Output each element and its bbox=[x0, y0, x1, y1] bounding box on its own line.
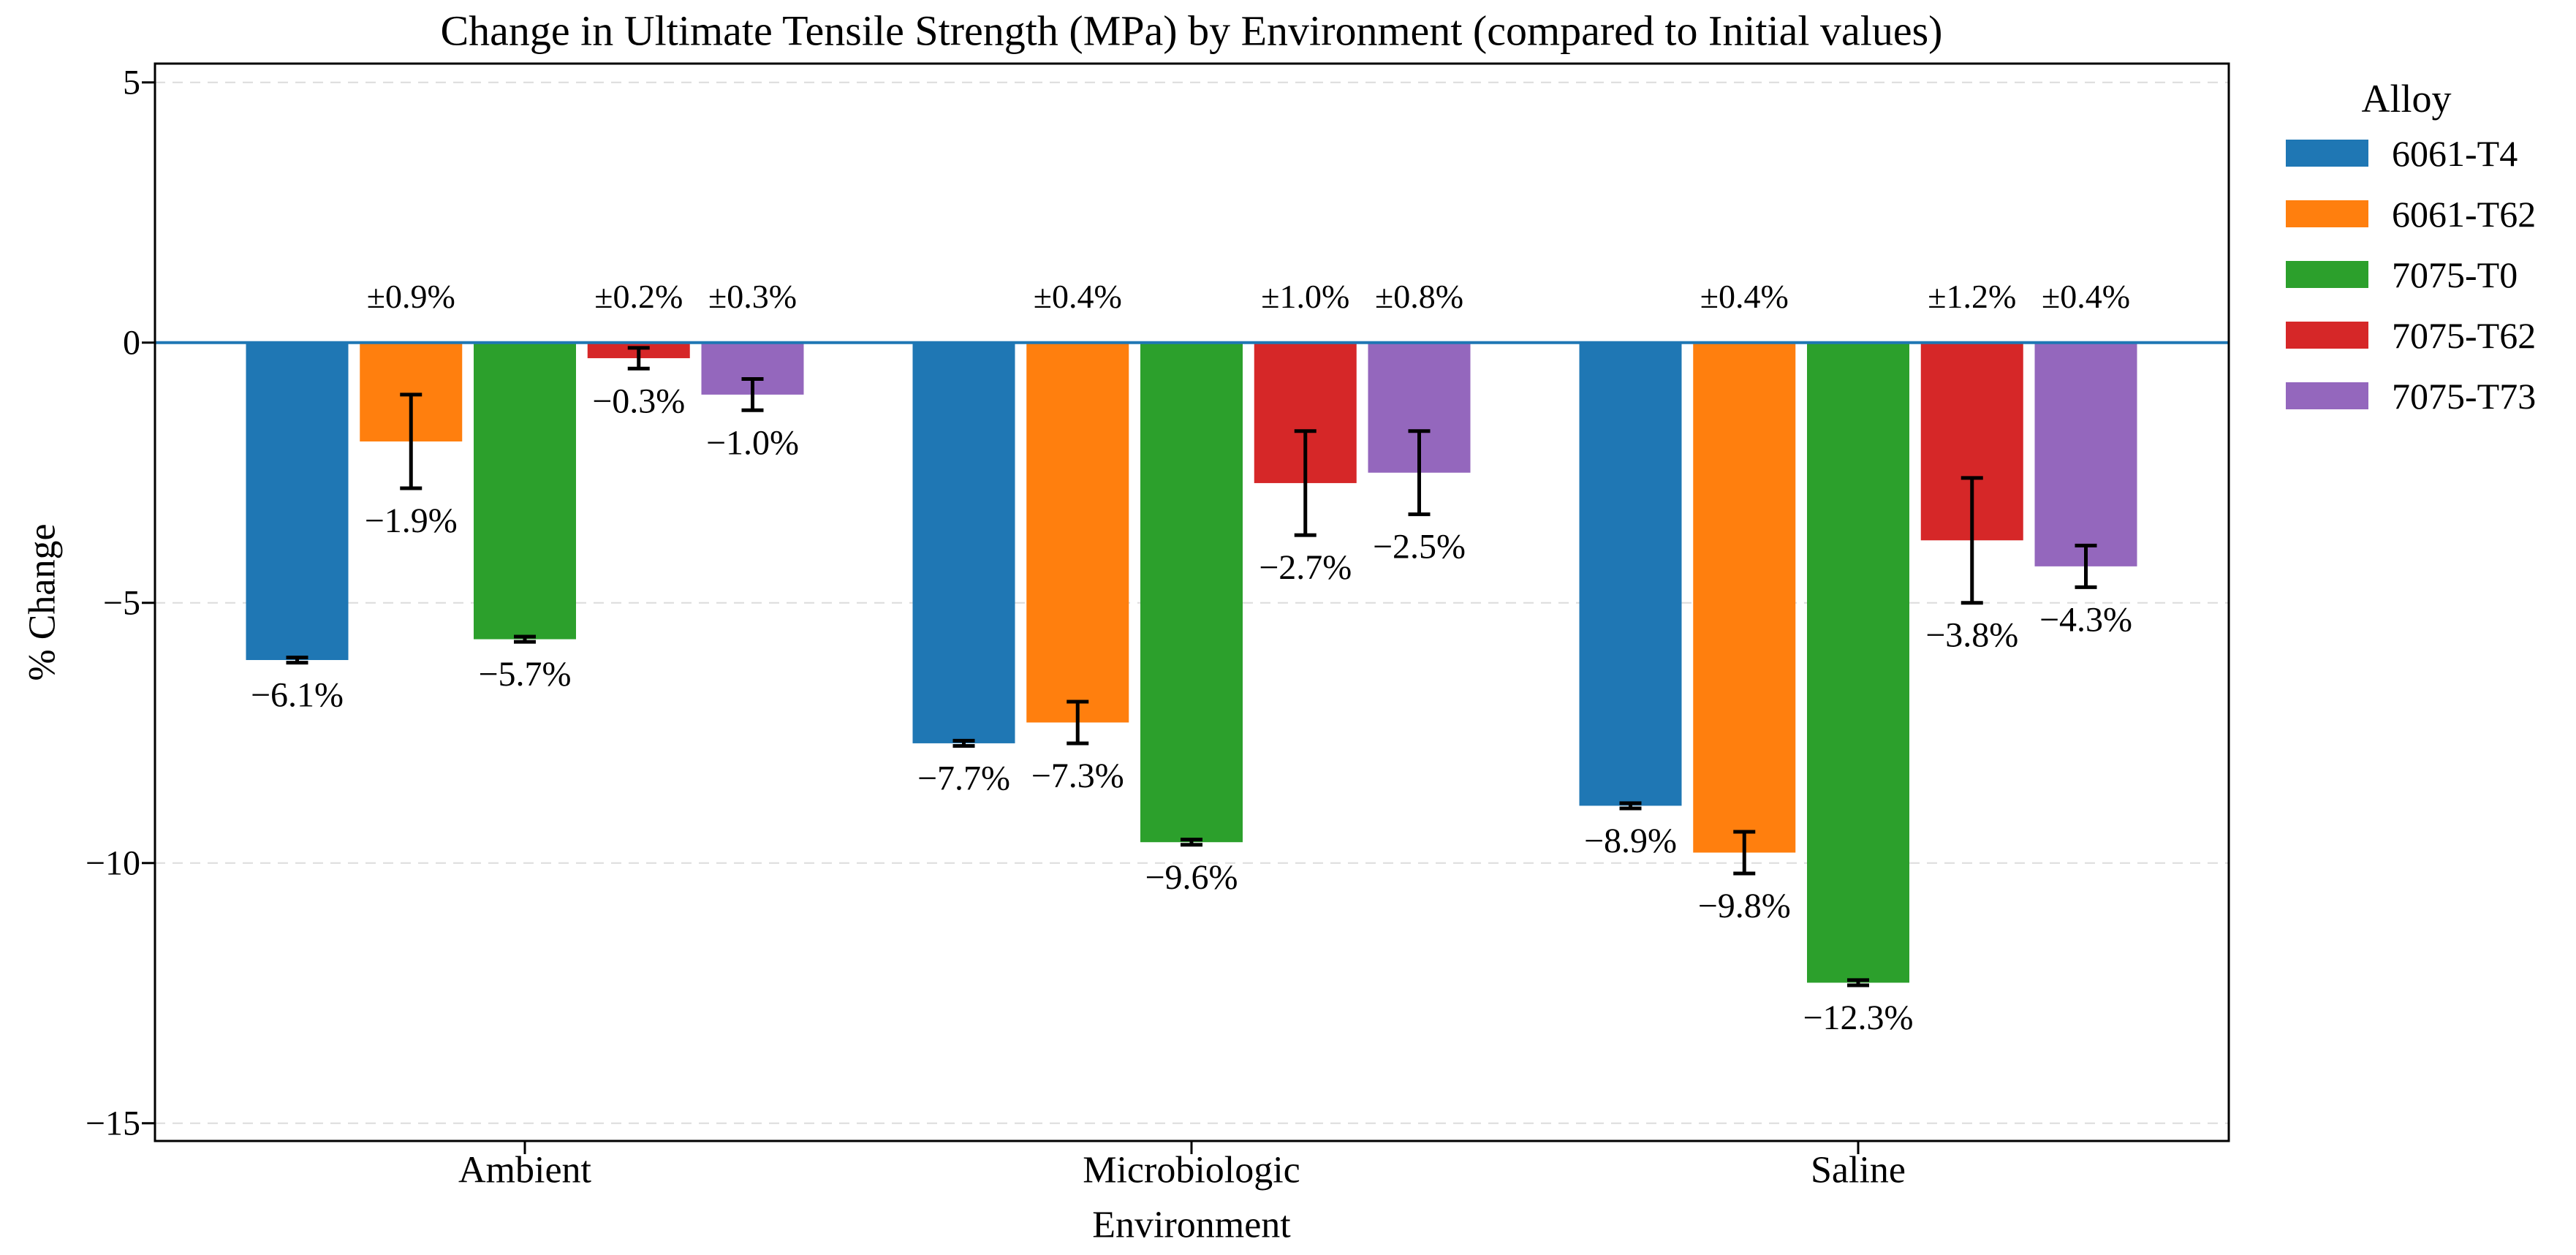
bar-value-label: −7.3% bbox=[1031, 757, 1124, 795]
y-tick-label-neg15: −15 bbox=[85, 1104, 140, 1143]
bar-value-label: −6.1% bbox=[251, 676, 344, 715]
chart-title: Change in Ultimate Tensile Strength (MPa… bbox=[440, 7, 1943, 55]
legend-label: 7075-T0 bbox=[2392, 254, 2518, 295]
bar-7075-T0-Saline bbox=[1807, 342, 1909, 983]
legend-item: 7075-T62 bbox=[2286, 305, 2576, 365]
legend-swatch-7075-T0 bbox=[2286, 261, 2368, 288]
bar-6061-T62-Saline bbox=[1693, 342, 1796, 853]
bar-value-label: −5.7% bbox=[478, 655, 571, 694]
legend-title: Alloy bbox=[2361, 77, 2452, 121]
legend-item: 7075-T73 bbox=[2286, 365, 2576, 426]
bar-value-label: −7.7% bbox=[917, 759, 1010, 798]
legend-label: 6061-T4 bbox=[2392, 132, 2518, 174]
bar-6061-T4-Ambient bbox=[246, 342, 349, 661]
legend-swatch-6061-T4 bbox=[2286, 140, 2368, 167]
error-value-label: ±0.9% bbox=[367, 278, 455, 315]
error-value-label: ±0.4% bbox=[1700, 278, 1789, 315]
bar-value-label: −9.8% bbox=[1698, 887, 1791, 925]
error-value-label: ±0.2% bbox=[594, 278, 683, 315]
bar-value-label: −1.0% bbox=[706, 423, 799, 462]
bar-value-label: −12.3% bbox=[1803, 998, 1913, 1037]
y-tick-label-neg10: −10 bbox=[85, 843, 140, 883]
bar-value-label: −2.5% bbox=[1373, 528, 1466, 566]
bar-6061-T4-Microbiologic bbox=[912, 342, 1015, 743]
bar-value-label: −0.3% bbox=[592, 382, 685, 420]
y-axis-label: % Change bbox=[21, 523, 64, 681]
error-value-label: ±0.8% bbox=[1375, 278, 1463, 315]
error-value-label: ±0.4% bbox=[1034, 278, 1122, 315]
legend-item: 6061-T4 bbox=[2286, 123, 2576, 183]
legend-item: 7075-T0 bbox=[2286, 244, 2576, 305]
x-axis-label: Environment bbox=[1092, 1204, 1291, 1246]
error-value-label: ±0.3% bbox=[708, 278, 797, 315]
bar-6061-T4-Saline bbox=[1579, 342, 1682, 806]
bar-value-label: −8.9% bbox=[1584, 822, 1677, 860]
error-value-label: ±0.4% bbox=[2042, 278, 2130, 315]
x-tick-label-ambient: Ambient bbox=[458, 1149, 591, 1191]
error-value-label: ±1.0% bbox=[1261, 278, 1349, 315]
y-tick-label-5: 5 bbox=[123, 63, 140, 102]
bar-value-label: −1.9% bbox=[365, 501, 458, 540]
bar-value-label: −9.6% bbox=[1145, 858, 1238, 897]
x-tick-label-microbiologic: Microbiologic bbox=[1083, 1149, 1300, 1191]
bar-value-label: −2.7% bbox=[1259, 548, 1352, 587]
x-tick-label-saline: Saline bbox=[1811, 1149, 1906, 1191]
legend-swatch-6061-T62 bbox=[2286, 200, 2368, 227]
bar-6061-T62-Microbiologic bbox=[1026, 342, 1129, 723]
bar-7075-T0-Ambient bbox=[474, 342, 576, 640]
legend-label: 7075-T62 bbox=[2392, 314, 2537, 356]
y-tick-label-0: 0 bbox=[123, 323, 140, 363]
legend-item: 6061-T62 bbox=[2286, 183, 2576, 244]
plot-frame bbox=[154, 62, 2230, 1142]
bar-value-label: −3.8% bbox=[1925, 616, 2018, 655]
legend-label: 7075-T73 bbox=[2392, 375, 2537, 417]
legend-swatch-7075-T73 bbox=[2286, 382, 2368, 409]
bar-7075-T0-Microbiologic bbox=[1140, 342, 1243, 843]
bar-7075-T73-Saline bbox=[2034, 342, 2137, 566]
y-tick-label-neg5: −5 bbox=[102, 583, 140, 623]
bar-value-label: −4.3% bbox=[2039, 600, 2132, 639]
legend: 6061-T4 6061-T62 7075-T0 7075-T62 7075-T… bbox=[2286, 123, 2576, 426]
error-value-label: ±1.2% bbox=[1928, 278, 2016, 315]
legend-swatch-7075-T62 bbox=[2286, 322, 2368, 349]
legend-label: 6061-T62 bbox=[2392, 193, 2537, 235]
